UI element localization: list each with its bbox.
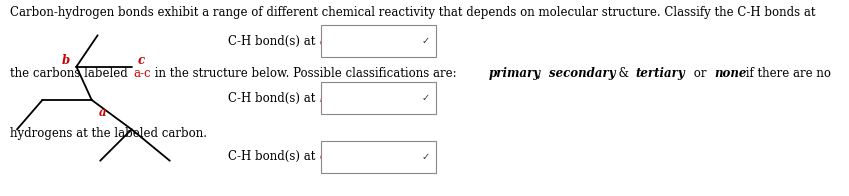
Text: none: none (715, 67, 747, 80)
FancyBboxPatch shape (322, 82, 436, 114)
Text: in the structure below. Possible classifications are:: in the structure below. Possible classif… (151, 67, 461, 80)
FancyBboxPatch shape (322, 141, 436, 173)
Text: ✓: ✓ (421, 93, 430, 103)
Text: b: b (319, 92, 328, 104)
Text: hydrogens at the labeled carbon.: hydrogens at the labeled carbon. (10, 127, 207, 140)
Text: , &: , & (610, 67, 633, 80)
Text: or: or (690, 67, 711, 80)
Text: tertiary: tertiary (635, 67, 685, 80)
Text: C-H bond(s) at: C-H bond(s) at (228, 35, 318, 48)
Text: secondary: secondary (549, 67, 616, 80)
Text: ,: , (537, 67, 544, 80)
Text: c: c (319, 150, 327, 163)
Text: if there are no: if there are no (742, 67, 831, 80)
Text: C-H bond(s) at: C-H bond(s) at (228, 92, 318, 104)
Text: the carbons labeled: the carbons labeled (10, 67, 132, 80)
Text: a-c: a-c (133, 67, 150, 80)
Text: c: c (138, 54, 144, 67)
Text: a: a (99, 106, 107, 119)
Text: Carbon-hydrogen bonds exhibit a range of different chemical reactivity that depe: Carbon-hydrogen bonds exhibit a range of… (10, 6, 816, 19)
Text: ✓: ✓ (421, 152, 430, 162)
Text: b: b (61, 54, 70, 67)
Text: C-H bond(s) at: C-H bond(s) at (228, 150, 318, 163)
Text: a: a (319, 35, 327, 48)
FancyBboxPatch shape (322, 25, 436, 57)
Text: ✓: ✓ (421, 36, 430, 46)
Text: primary: primary (489, 67, 541, 80)
